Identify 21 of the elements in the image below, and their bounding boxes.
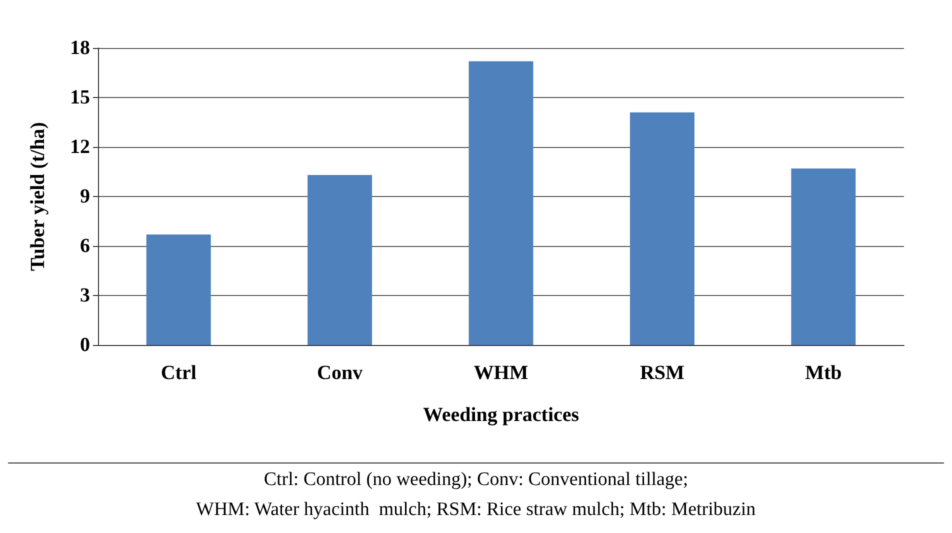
y-axis-title: Tuber yield (t/ha) — [27, 122, 49, 271]
bar — [146, 234, 211, 345]
x-tick-label: Mtb — [805, 362, 842, 384]
y-tick-label: 0 — [80, 334, 90, 356]
x-tick-label: Ctrl — [160, 362, 197, 384]
text: Ctrl: Control (no weeding); Conv: Conventional tillage; — [264, 469, 688, 490]
y-tick-label: 3 — [80, 284, 90, 306]
x-tick-label: Conv — [317, 362, 363, 384]
x-tick-label: WHM — [474, 362, 528, 384]
y-tick-label: 18 — [70, 37, 90, 59]
bar — [308, 175, 372, 345]
y-tick-label: 15 — [70, 86, 90, 108]
bar — [468, 61, 534, 345]
bar — [791, 168, 856, 345]
x-tick-label: RSM — [640, 362, 685, 384]
y-tick-label: 6 — [80, 235, 90, 257]
text: WHM: Water hyacinth mulch; RSM: Rice straw mulch; Mtb: Metribuzin — [196, 499, 756, 520]
bar — [630, 112, 694, 345]
y-tick-label: 12 — [70, 136, 90, 158]
x-axis-title: Weeding practices — [422, 404, 580, 426]
y-tick-label: 9 — [80, 186, 90, 208]
